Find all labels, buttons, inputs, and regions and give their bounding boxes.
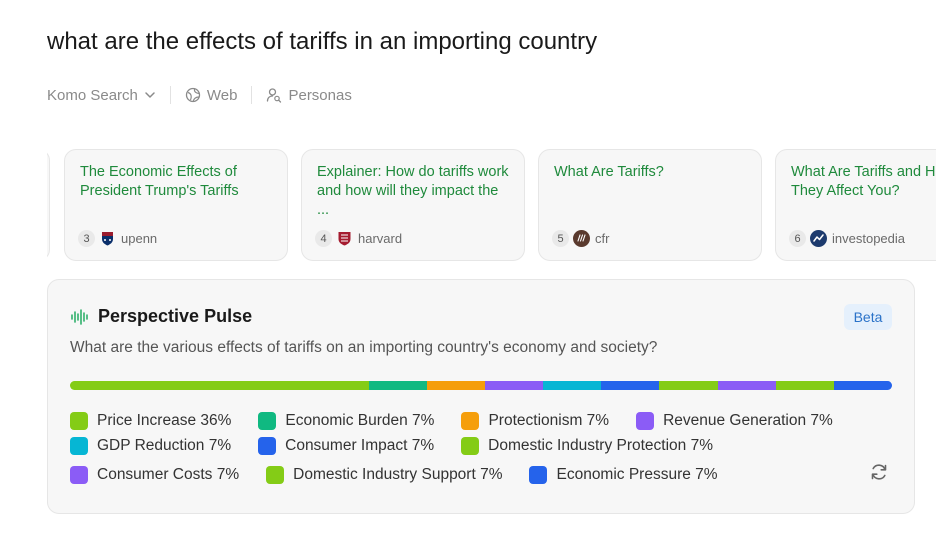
- engine-select[interactable]: Komo Search: [47, 87, 156, 104]
- pulse-question: What are the various effects of tariffs …: [70, 339, 658, 356]
- legend-item: Consumer Costs 7%: [70, 466, 239, 484]
- globe-icon: [185, 87, 201, 103]
- legend-row: GDP Reduction 7% Consumer Impact 7% Dome…: [70, 437, 713, 455]
- personas-filter-label: Personas: [288, 86, 352, 104]
- page-title: what are the effects of tariffs in an im…: [47, 28, 598, 55]
- legend-item: Economic Burden 7%: [258, 412, 434, 430]
- source-number-badge: 5: [552, 230, 569, 247]
- source-card-meta: 3 upenn: [78, 230, 157, 247]
- perspective-bar: [70, 381, 892, 390]
- perspective-bar-segment: [775, 381, 834, 390]
- source-site: cfr: [595, 231, 610, 246]
- legend-item: Price Increase 36%: [70, 412, 231, 430]
- source-site: harvard: [358, 231, 403, 246]
- source-card-meta: 4 harvard: [315, 230, 402, 247]
- source-cards: The Economic Effects of President Trump'…: [47, 149, 936, 261]
- source-card[interactable]: Explainer: How do tariffs work and how w…: [301, 149, 525, 261]
- perspective-bar-segment: [427, 381, 486, 390]
- pulse-header: Perspective Pulse: [70, 306, 252, 327]
- investopedia-logo-icon: [810, 230, 827, 247]
- source-card-title[interactable]: What Are Tariffs?: [554, 164, 664, 180]
- source-number-badge: 3: [78, 230, 95, 247]
- audio-wave-icon: [71, 308, 88, 325]
- legend-label: Domestic Industry Protection 7%: [488, 437, 713, 454]
- legend-row: Price Increase 36% Economic Burden 7% Pr…: [70, 412, 833, 430]
- source-number-badge: 6: [789, 230, 806, 247]
- source-number-badge: 4: [315, 230, 332, 247]
- legend-label: Consumer Impact 7%: [285, 437, 435, 454]
- search-filters: Komo Search Web Personas: [47, 84, 352, 106]
- divider: [169, 86, 171, 104]
- perspective-bar-segment: [485, 381, 544, 390]
- legend-swatch: [461, 412, 480, 430]
- legend-swatch: [70, 466, 88, 484]
- legend-item: Protectionism 7%: [461, 412, 609, 430]
- legend-label: Domestic Industry Support 7%: [293, 466, 503, 483]
- legend-label: Revenue Generation 7%: [663, 412, 833, 429]
- legend-swatch: [461, 437, 480, 455]
- source-site: investopedia: [832, 231, 905, 246]
- source-site: upenn: [121, 231, 158, 246]
- refresh-button[interactable]: [868, 461, 890, 483]
- legend-label: GDP Reduction 7%: [97, 437, 232, 454]
- source-card-meta: 6 investopedia: [789, 230, 905, 247]
- web-filter-label: Web: [206, 86, 238, 104]
- perspective-bar-segment: [601, 381, 660, 390]
- legend-item: Domestic Industry Support 7%: [266, 466, 502, 484]
- legend-swatch: [70, 437, 88, 455]
- perspective-bar-segment: [717, 381, 776, 390]
- legend-label: Economic Pressure 7%: [556, 466, 718, 483]
- chevron-down-icon: [145, 92, 155, 98]
- perspective-pulse-panel: Perspective Pulse Beta What are the vari…: [47, 279, 915, 514]
- beta-badge: Beta: [844, 304, 892, 330]
- harvard-logo-icon: [336, 230, 353, 247]
- divider: [251, 86, 253, 104]
- legend-label: Price Increase 36%: [97, 412, 232, 429]
- personas-filter[interactable]: Personas: [266, 86, 352, 104]
- legend-item: GDP Reduction 7%: [70, 437, 231, 455]
- legend-label: Consumer Costs 7%: [97, 466, 240, 483]
- legend-swatch: [258, 437, 277, 455]
- legend-label: Economic Burden 7%: [285, 412, 435, 429]
- perspective-bar-segment: [543, 381, 602, 390]
- legend-item: Revenue Generation 7%: [636, 412, 833, 430]
- engine-select-label: Komo Search: [47, 86, 138, 104]
- web-filter[interactable]: Web: [185, 86, 238, 104]
- perspective-bar-segment: [70, 381, 369, 390]
- pulse-title: Perspective Pulse: [98, 306, 253, 326]
- source-card-title[interactable]: What Are Tariffs and How Do They Affect …: [791, 164, 936, 199]
- legend-label: Protectionism 7%: [488, 412, 610, 429]
- perspective-bar-segment: [833, 381, 892, 390]
- legend-row: Consumer Costs 7% Domestic Industry Supp…: [70, 466, 718, 484]
- legend-swatch: [70, 412, 88, 430]
- source-card-title[interactable]: Explainer: How do tariffs work and how w…: [317, 164, 509, 218]
- source-card[interactable]: What Are Tariffs and How Do They Affect …: [775, 149, 936, 261]
- legend-item: Domestic Industry Protection 7%: [461, 437, 713, 455]
- legend-swatch: [258, 412, 277, 430]
- legend-swatch: [636, 412, 655, 430]
- legend-item: Economic Pressure 7%: [529, 466, 718, 484]
- source-card-title[interactable]: The Economic Effects of President Trump'…: [80, 164, 239, 199]
- refresh-icon: [871, 464, 887, 480]
- upenn-logo-icon: [99, 230, 116, 247]
- source-card-meta: 5 cfr: [552, 230, 609, 247]
- source-card-partial[interactable]: [47, 149, 50, 261]
- legend-swatch: [529, 466, 548, 484]
- perspective-bar-segment: [368, 381, 428, 390]
- person-search-icon: [267, 88, 282, 103]
- cfr-logo-icon: [573, 230, 590, 247]
- perspective-bar-segment: [659, 381, 718, 390]
- legend-swatch: [266, 466, 285, 484]
- source-card[interactable]: What Are Tariffs? 5 cfr: [538, 149, 762, 261]
- source-card[interactable]: The Economic Effects of President Trump'…: [64, 149, 288, 261]
- legend-item: Consumer Impact 7%: [258, 437, 434, 455]
